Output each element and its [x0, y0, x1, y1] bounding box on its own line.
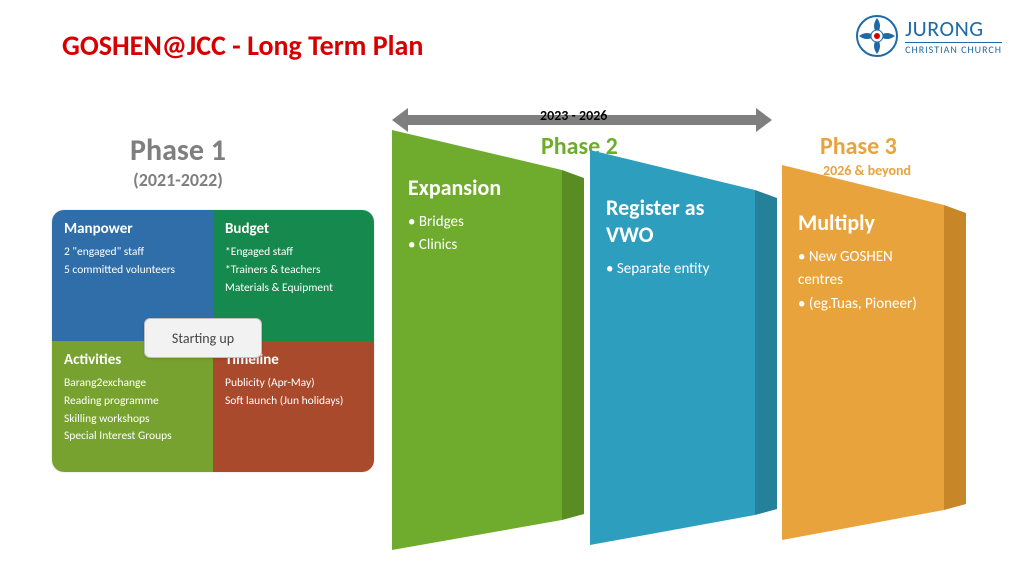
page-title: GOSHEN@JCC - Long Term Plan	[62, 28, 423, 63]
quad-manpower-title: Manpower	[64, 220, 201, 238]
church-logo: JURONG CHRISTIAN CHURCH	[855, 14, 1002, 58]
phase1-title: Phase 1	[130, 132, 226, 169]
arrow-year-label-top: 2023 - 2026	[540, 107, 607, 124]
panel-title-2: Multiply	[798, 209, 936, 236]
panel-1: Register as VWOSeparate entity	[606, 194, 747, 281]
panel-2: MultiplyNew GOSHEN centres(eg.Tuas, Pion…	[798, 209, 936, 316]
panel-title-1: Register as VWO	[606, 194, 747, 248]
logo-sub-text: CHRISTIAN CHURCH	[905, 42, 1002, 55]
starting-up-badge: Starting up	[144, 318, 262, 358]
panel-0: ExpansionBridgesClinics	[408, 174, 554, 258]
phase2-title: Phase 2	[541, 132, 618, 161]
rose-icon	[855, 14, 899, 58]
panel-title-0: Expansion	[408, 174, 554, 201]
phase3-title: Phase 3	[820, 132, 897, 161]
quad-activities: Activities Barang2exchange Reading progr…	[52, 341, 213, 472]
phase1-subtitle: (2021-2022)	[130, 169, 226, 191]
quad-timeline: Timeline Publicity (Apr-May) Soft launch…	[213, 341, 374, 472]
quad-budget-title: Budget	[225, 220, 362, 238]
phase1-heading: Phase 1 (2021-2022)	[130, 132, 226, 191]
logo-main-text: JURONG	[905, 18, 1002, 40]
phase3-subtitle: 2026 & beyond	[823, 162, 911, 179]
